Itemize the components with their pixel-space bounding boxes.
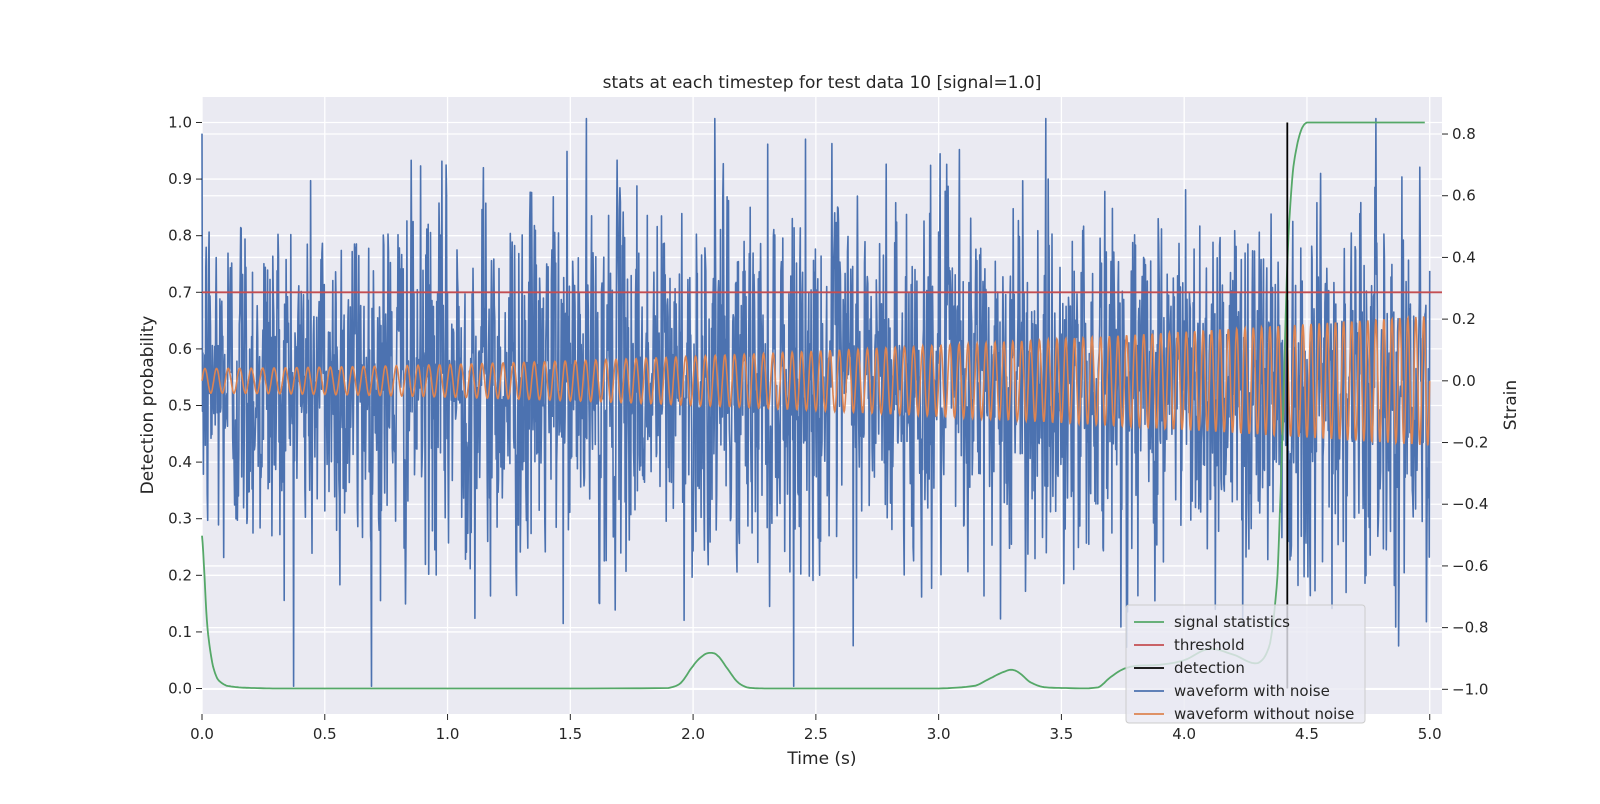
legend-box xyxy=(1125,604,1366,724)
waveform-with-noise-line xyxy=(201,117,1431,688)
y-right-tick-label: −0.8 xyxy=(1452,619,1488,637)
x-tick-label: 1.0 xyxy=(436,725,460,743)
legend-item-signal-statistics-label: signal statistics xyxy=(1174,613,1290,631)
y-tick-label: 0.5 xyxy=(168,397,192,415)
y-right-tick-label: 0.6 xyxy=(1452,187,1476,205)
y-tick-label: 0.9 xyxy=(168,170,192,188)
x-tick-label: 3.5 xyxy=(1049,725,1073,743)
x-tick-label: 1.5 xyxy=(558,725,582,743)
x-tick-label: 5.0 xyxy=(1418,725,1442,743)
legend: signal statistics threshold detection wavef… xyxy=(1125,604,1366,724)
x-tick-label: 4.0 xyxy=(1172,725,1196,743)
legend-item-waveform-with-noise-label: waveform with noise xyxy=(1174,682,1330,700)
x-axis-title: Time (s) xyxy=(786,749,856,769)
y-right-axis-title: Strain xyxy=(1501,380,1521,430)
y-tick-label: 1.0 xyxy=(168,113,192,131)
legend-item-detection-label: detection xyxy=(1174,659,1245,677)
y-axis-title: Detection probability xyxy=(138,316,158,495)
y-right-tick-label: −0.6 xyxy=(1452,557,1488,575)
y-tick-label: 0.1 xyxy=(168,623,192,641)
y-tick-label: 0.3 xyxy=(168,510,192,528)
y-right-tick-label: −0.2 xyxy=(1452,434,1488,452)
y-tick-label: 0.4 xyxy=(168,453,192,471)
x-tick-label: 2.0 xyxy=(681,725,705,743)
y-tick-label: 0.8 xyxy=(168,227,192,245)
series-layer xyxy=(201,117,1442,690)
x-tick-label: 3.0 xyxy=(927,725,951,743)
legend-item-waveform-without-noise-label: waveform without noise xyxy=(1174,705,1354,723)
waveform-without-noise-line xyxy=(201,315,1431,446)
x-tick-label: 0.0 xyxy=(190,725,214,743)
y-right-tick-label: 0.8 xyxy=(1452,125,1476,143)
y-right-tick-label: 0.4 xyxy=(1452,248,1476,266)
chart-title: stats at each timestep for test data 10 … xyxy=(603,73,1042,93)
x-tick-label: 0.5 xyxy=(313,725,337,743)
y-right-tick-label: −0.4 xyxy=(1452,495,1488,513)
x-tick-label: 4.5 xyxy=(1295,725,1319,743)
y-right-tick-label: −1.0 xyxy=(1452,680,1488,698)
signal-statistics-line xyxy=(201,121,1425,690)
y-tick-label: 0.2 xyxy=(168,566,192,584)
axes: 0.0 0.5 1.0 1.5 2.0 2.5 3.0 3.5 4.0 4.5 5.0 0.0 0.1 0… xyxy=(168,113,1488,743)
y-tick-label: 0.7 xyxy=(168,283,192,301)
x-tick-label: 2.5 xyxy=(804,725,828,743)
y-right-tick-label: 0.2 xyxy=(1452,310,1476,328)
legend-item-threshold-label: threshold xyxy=(1174,636,1245,654)
y-tick-label: 0.6 xyxy=(168,340,192,358)
y-tick-label: 0.0 xyxy=(168,680,192,698)
y-right-tick-label: 0.0 xyxy=(1452,372,1476,390)
